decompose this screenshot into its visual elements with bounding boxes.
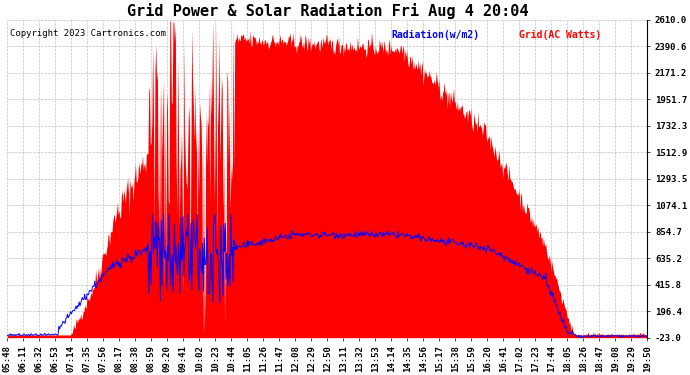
Text: Copyright 2023 Cartronics.com: Copyright 2023 Cartronics.com	[10, 30, 166, 39]
Text: Grid(AC Watts): Grid(AC Watts)	[520, 30, 602, 39]
Title: Grid Power & Solar Radiation Fri Aug 4 20:04: Grid Power & Solar Radiation Fri Aug 4 2…	[126, 3, 528, 19]
Text: Radiation(w/m2): Radiation(w/m2)	[391, 30, 480, 39]
